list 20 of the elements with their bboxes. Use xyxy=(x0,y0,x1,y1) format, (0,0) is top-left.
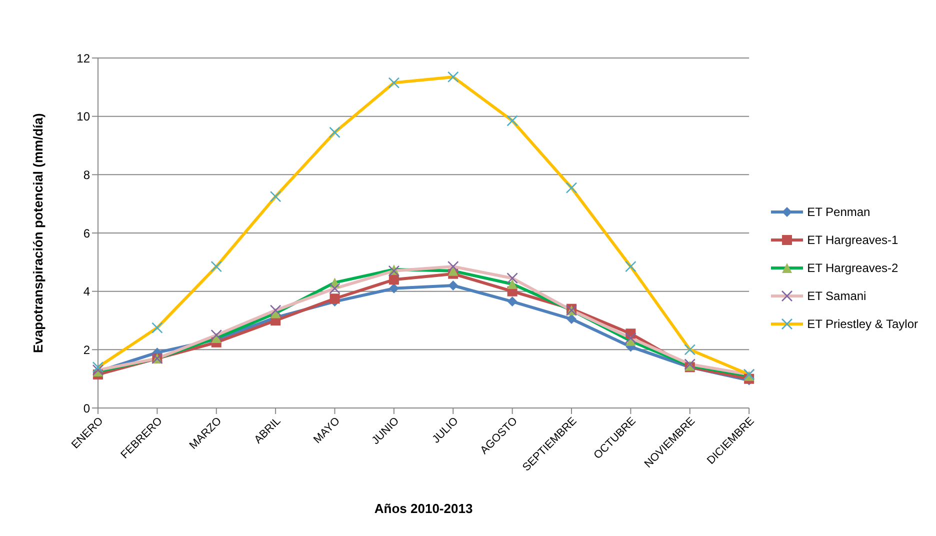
y-tick-label: 0 xyxy=(83,401,90,416)
point xyxy=(388,274,399,285)
legend-label: ET Hargreaves-2 xyxy=(807,261,898,275)
y-tick-label: 8 xyxy=(83,168,90,182)
y-tick-label: 10 xyxy=(76,110,90,124)
y-axis-title: Evapotranspiración potencial (mm/día) xyxy=(30,113,46,353)
legend-label: ET Hargreaves-1 xyxy=(807,233,898,247)
point xyxy=(330,294,340,304)
legend-label: ET Samani xyxy=(807,289,866,303)
y-tick-label: 4 xyxy=(83,284,90,299)
legend-label: ET Penman xyxy=(807,205,870,219)
x-axis-title: Años 2010-2013 xyxy=(374,501,473,516)
y-tick-label: 2 xyxy=(83,342,90,357)
point xyxy=(507,296,518,307)
point xyxy=(448,280,458,290)
y-tick-label: 12 xyxy=(76,51,90,66)
legend-label: ET Priestley & Taylor xyxy=(807,317,918,331)
y-tick-label: 6 xyxy=(83,226,90,240)
point xyxy=(566,314,576,324)
point xyxy=(388,283,399,294)
